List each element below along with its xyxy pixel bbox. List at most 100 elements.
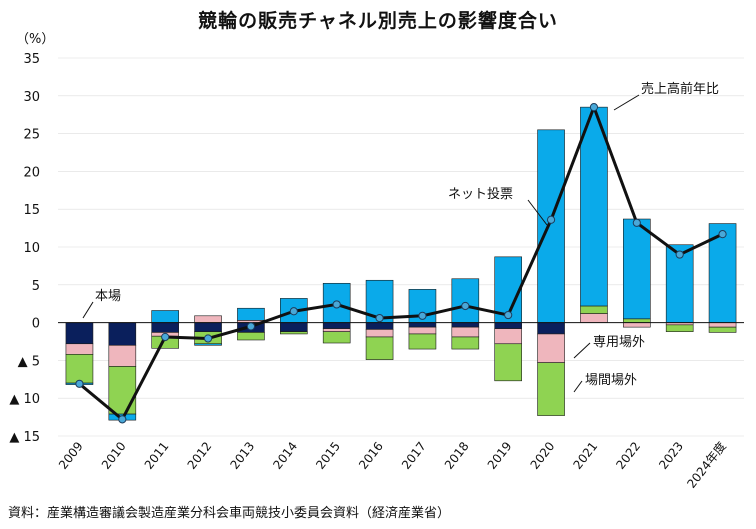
x-tick-label: 2018 — [442, 439, 472, 472]
source-note: 資料：産業構造審議会製造産業分科会車両競技小委員会資料（経済産業省） — [8, 506, 451, 521]
x-tick-label: 2024年度 — [684, 439, 729, 491]
y-tick-label: ▲ 15 — [9, 430, 40, 445]
line-point — [675, 250, 684, 259]
bar-segment-honba — [537, 322, 565, 335]
y-tick-label: 0 — [32, 317, 40, 332]
y-tick-label: 5 — [32, 279, 40, 294]
x-tick-label: 2019 — [485, 439, 515, 472]
annotation-leader — [527, 199, 548, 226]
bar-segment-senyo-jogai — [537, 333, 565, 363]
y-tick-label: 10 — [23, 241, 40, 256]
line-point — [418, 311, 427, 320]
bar-segment-senyo-jogai — [623, 322, 651, 328]
bar-segment-honba — [408, 322, 437, 328]
y-tick-label: 30 — [23, 90, 40, 105]
x-tick-label: 2015 — [313, 439, 343, 472]
x-tick-label: 2023 — [656, 439, 686, 472]
bar-segment-jokan-jogai — [494, 343, 522, 382]
annotation-leader — [82, 301, 94, 319]
bar-segment-net-tohyo — [451, 278, 480, 323]
line-point — [75, 379, 84, 388]
bar-segment-senyo-jogai — [65, 343, 94, 355]
line-point — [718, 230, 727, 239]
annotation-label: 売上高前年比 — [641, 81, 719, 97]
bar-segment-honba — [365, 322, 394, 330]
line-point — [589, 103, 599, 112]
bar-segment-jokan-jogai — [108, 366, 137, 415]
annotation-label: 本場 — [95, 289, 121, 304]
annotation-label: 場間場外 — [585, 373, 637, 388]
x-tick-label: 2022 — [613, 439, 643, 472]
x-tick-label: 2014 — [270, 439, 300, 472]
bar-segment-senyo-jogai — [365, 329, 394, 338]
bar-segment-jokan-jogai — [237, 332, 265, 341]
line-point — [332, 300, 341, 309]
bar-segment-honba — [108, 322, 137, 346]
bar-segment-jokan-jogai — [451, 336, 480, 350]
y-tick-label: ▲ 5 — [18, 354, 40, 369]
annotation-label: ネット投票 — [448, 186, 513, 202]
bar-segment-jokan-jogai — [708, 326, 737, 333]
x-tick-label: 2011 — [142, 439, 172, 472]
line-point — [161, 332, 170, 342]
bar-segment-honba — [194, 322, 222, 332]
line-point — [461, 301, 470, 311]
chart-title: 競輪の販売チャネル別売上の影響度合い — [198, 10, 558, 32]
bar-segment-jokan-jogai — [623, 318, 651, 323]
bar-segment-jokan-jogai — [665, 324, 694, 332]
line-point — [546, 215, 556, 224]
annotation-leader — [613, 94, 640, 111]
bar-segment-senyo-jogai — [408, 326, 437, 335]
annotation-label: 専用場外 — [593, 335, 645, 350]
x-tick-label: 2009 — [56, 439, 86, 472]
bar-segment-jokan-jogai — [580, 305, 608, 314]
y-tick-label: 20 — [23, 165, 40, 180]
y-axis-unit: （%） — [16, 32, 55, 47]
bar-segment-jokan-jogai — [537, 362, 565, 416]
line-point — [203, 334, 213, 343]
bar-segment-senyo-jogai — [494, 328, 522, 345]
bar-segment-jokan-jogai — [365, 336, 394, 360]
bar-segment-net-tohyo — [194, 343, 222, 346]
annotation-leader — [573, 342, 591, 359]
bar-segment-honba — [322, 322, 351, 329]
bar-segment-net-tohyo — [151, 310, 179, 323]
bar-segment-honba — [151, 322, 179, 333]
bar-segment-net-tohyo — [580, 106, 608, 307]
y-tick-label: ▲ 10 — [9, 392, 40, 407]
bar-segment-honba — [494, 322, 522, 329]
line-point — [118, 415, 127, 424]
bar-segment-senyo-jogai — [580, 313, 608, 323]
x-tick-label: 2021 — [570, 439, 600, 472]
x-tick-label: 2017 — [399, 439, 429, 472]
line-series-sales-yoy — [78, 105, 724, 421]
bar-segment-net-tohyo — [237, 307, 265, 321]
bar-segment-honba — [280, 322, 308, 332]
bar-segment-jokan-jogai — [280, 331, 308, 335]
x-tick-label: 2016 — [356, 439, 386, 472]
x-tick-label: 2010 — [99, 439, 129, 472]
y-tick-label: 15 — [23, 203, 40, 218]
bar-segment-honba — [451, 322, 480, 328]
line-point — [632, 218, 641, 227]
bar-segment-net-tohyo — [537, 129, 565, 323]
bar-segment-jokan-jogai — [322, 331, 351, 344]
y-tick-label: 25 — [23, 128, 40, 143]
annotation-leader — [573, 380, 583, 393]
x-tick-label: 2013 — [227, 439, 257, 472]
line-point — [289, 307, 298, 316]
bar-segment-senyo-jogai — [708, 322, 737, 328]
bar-segment-senyo-jogai — [451, 326, 480, 338]
line-point — [375, 313, 384, 323]
bar-segment-net-tohyo — [623, 218, 651, 320]
line-point — [246, 322, 256, 331]
line-point — [504, 310, 513, 320]
x-tick-label: 2012 — [185, 439, 215, 472]
bar-segment-jokan-jogai — [65, 354, 94, 384]
bar-segment-senyo-jogai — [322, 328, 351, 332]
bar-segment-honba — [65, 322, 94, 345]
x-tick-label: 2020 — [528, 439, 558, 472]
bar-segment-senyo-jogai — [108, 344, 137, 367]
bar-segment-senyo-jogai — [194, 315, 222, 323]
